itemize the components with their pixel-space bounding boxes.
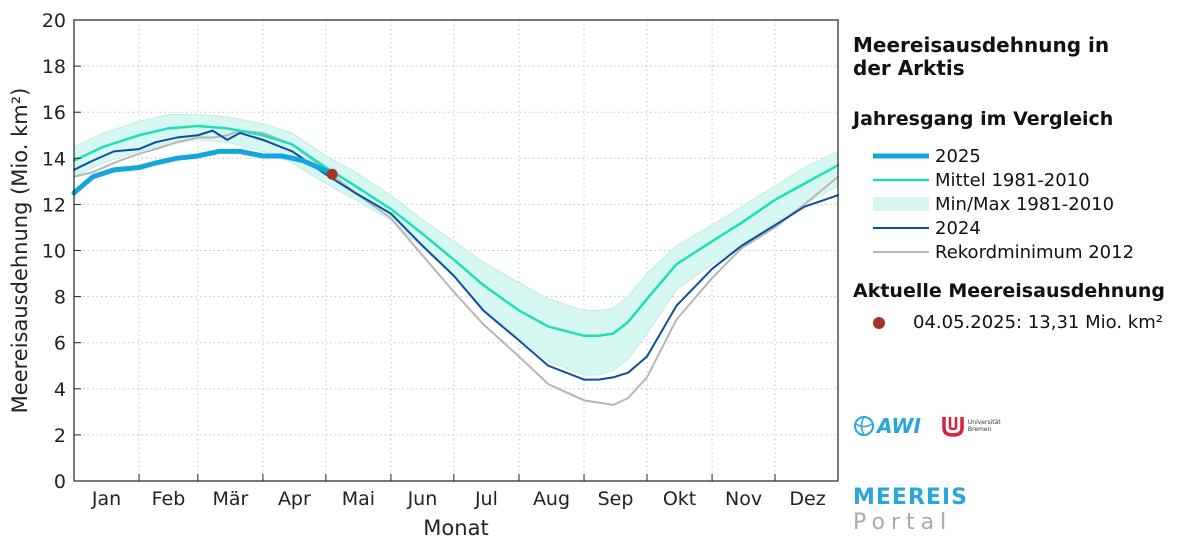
y-tick-label: 16 — [42, 102, 66, 124]
y-tick-label: 0 — [54, 471, 66, 493]
legend-label-minmax: Min/Max 1981-2010 — [935, 193, 1115, 215]
chart-title: Meereisausdehnung in der Arktis — [853, 33, 1110, 80]
y-tick-label: 12 — [42, 194, 66, 216]
x-tick-label: Sep — [598, 488, 634, 510]
x-tick-label: Jan — [91, 488, 121, 510]
series-line-y2012 — [73, 129, 839, 406]
y-tick-label: 18 — [42, 56, 66, 78]
x-tick-label: Apr — [278, 488, 311, 510]
x-tick-label: Mai — [342, 488, 375, 510]
awi-globe-icon — [854, 416, 874, 436]
x-tick-label: Dez — [789, 488, 825, 510]
legend-item-minmax: Min/Max 1981-2010 — [853, 192, 1193, 216]
current-dot-icon — [873, 316, 885, 329]
x-tick-label: Jul — [474, 488, 498, 510]
legend-item-mean: Mittel 1981-2010 — [853, 168, 1193, 192]
y-tick-label: 8 — [54, 287, 66, 309]
legend-label-2012: Rekordminimum 2012 — [935, 241, 1135, 263]
current-extent-title: Aktuelle Meereisausdehnung — [853, 280, 1165, 302]
y-tick-label: 2 — [54, 425, 66, 447]
legend-panel: Meereisausdehnung in der Arktis Jahresga… — [853, 33, 1193, 334]
legend-swatch-mean — [873, 173, 929, 187]
logos: AWI Universität Bremen — [853, 414, 1001, 438]
series-line-y2025 — [71, 148, 335, 196]
x-tick-label: Okt — [663, 488, 696, 510]
series-line-y2024 — [73, 129, 839, 381]
uni-bremen-text-1: Universität — [967, 419, 1001, 426]
y-axis-title: Meereisausdehnung (Mio. km²) — [8, 88, 32, 414]
y-tick-label: 4 — [54, 379, 66, 401]
legend-label-mean: Mittel 1981-2010 — [935, 169, 1090, 191]
portal-logo-line1: MEEREIS — [853, 485, 968, 510]
legend-rect-minmax — [873, 197, 929, 211]
current-extent-row: 04.05.2025: 13,31 Mio. km² — [853, 312, 1193, 333]
legend-item-2012: Rekordminimum 2012 — [853, 240, 1193, 264]
legend-swatch-2025 — [873, 149, 929, 163]
portal-logo-line2: Portal — [853, 510, 953, 535]
legend-label-2025: 2025 — [935, 145, 981, 167]
minmax-band-layer — [73, 114, 839, 376]
uni-bremen-logo: Universität Bremen — [941, 414, 1001, 438]
current-point-layer — [326, 168, 338, 180]
legend-swatch-2012 — [873, 245, 929, 259]
legend-swatch-2024 — [873, 221, 929, 235]
legend-title: Jahresgang im Vergleich — [853, 108, 1114, 130]
x-tick-label: Mär — [212, 488, 248, 510]
x-tick-label: Nov — [725, 488, 762, 510]
series-band-minmax — [73, 114, 839, 376]
y-tick-label: 6 — [54, 333, 66, 355]
legend-item-2024: 2024 — [853, 216, 1193, 240]
uni-bremen-text-2: Bremen — [967, 426, 992, 433]
legend-label-2024: 2024 — [935, 217, 981, 239]
axis-layer: 0 2 4 6 8 10 12 14 16 18 20 Jan Feb Mär Apr Mai Jun Jul Au… — [8, 10, 839, 540]
plot-frame — [73, 19, 839, 482]
awi-logo-text: AWI — [877, 414, 921, 438]
series-lines-layer — [71, 124, 840, 406]
x-tick-label: Aug — [533, 488, 570, 510]
awi-logo: AWI — [853, 414, 921, 438]
meereisportal-logo: MEEREIS Portal — [853, 486, 968, 536]
x-tick-label: Jun — [407, 488, 438, 510]
x-axis-title: Monat — [423, 516, 488, 540]
uni-bremen-icon — [942, 417, 964, 437]
current-extent-value: 04.05.2025: 13,31 Mio. km² — [913, 312, 1163, 333]
y-tick-label: 10 — [42, 241, 66, 263]
y-tick-label: 14 — [42, 148, 66, 170]
x-tick-label: Feb — [152, 488, 186, 510]
current-extent-point — [326, 168, 338, 180]
legend-item-2025: 2025 — [853, 144, 1193, 168]
sea-ice-chart: 0 2 4 6 8 10 12 14 16 18 20 Jan Feb Mär Apr Mai Jun Jul Au… — [8, 10, 840, 540]
legend-swatch-minmax — [873, 197, 929, 211]
y-tick-label: 20 — [42, 10, 66, 32]
series-line-mean — [72, 124, 840, 338]
